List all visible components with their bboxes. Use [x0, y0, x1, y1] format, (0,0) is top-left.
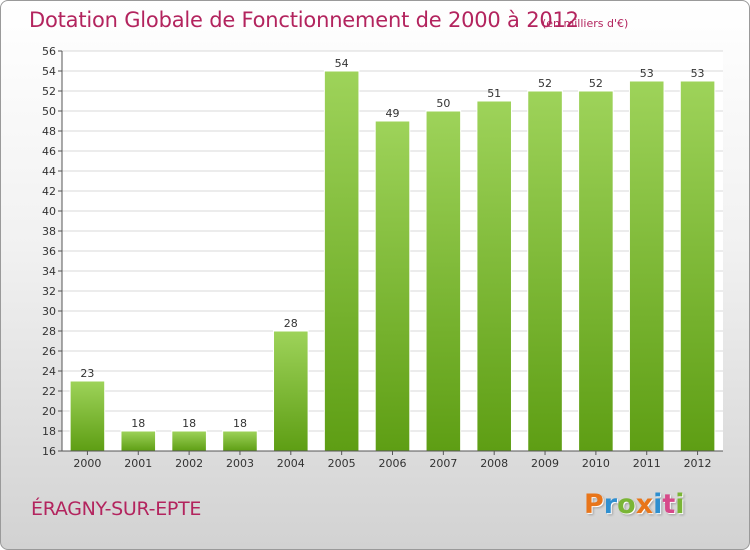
logo-letter: o	[617, 489, 636, 520]
bar-2011	[628, 80, 665, 452]
logo-letter: i	[675, 489, 685, 520]
x-tick-label: 2007	[429, 457, 457, 470]
value-label: 49	[386, 107, 400, 120]
bar-2012	[679, 80, 716, 452]
y-tick-label: 30	[42, 305, 56, 318]
value-label: 23	[80, 367, 94, 380]
bar-2002	[171, 430, 207, 452]
bar-2003	[222, 430, 258, 452]
bar-2000	[69, 380, 106, 452]
logo-letter: i	[653, 489, 663, 520]
y-tick-label: 54	[42, 65, 56, 78]
y-tick-label: 28	[42, 325, 56, 338]
logo-letter: r	[603, 489, 618, 520]
value-label: 18	[182, 417, 196, 430]
y-tick-label: 46	[42, 145, 56, 158]
y-tick-label: 56	[42, 45, 56, 58]
y-tick-label: 36	[42, 245, 56, 258]
bar-2001	[120, 430, 157, 452]
x-tick-label: 2005	[328, 457, 356, 470]
y-tick-label: 52	[42, 85, 56, 98]
y-tick-label: 20	[42, 405, 56, 418]
y-tick-label: 40	[42, 205, 56, 218]
x-tick-label: 2000	[73, 457, 101, 470]
chart-title: Dotation Globale de Fonctionnement de 20…	[29, 8, 579, 32]
chart-subtitle: (en milliers d'€)	[542, 17, 629, 30]
value-label: 18	[131, 417, 145, 430]
x-tick-label: 2010	[582, 457, 610, 470]
value-label: 18	[233, 417, 247, 430]
bar-2008	[476, 100, 512, 452]
y-tick-label: 50	[42, 105, 56, 118]
logo-letter: P	[584, 489, 604, 520]
bar-2007	[425, 110, 462, 452]
x-tick-label: 2011	[633, 457, 661, 470]
y-tick-label: 44	[42, 165, 56, 178]
bar-2006	[374, 120, 411, 452]
bar-2010	[578, 90, 614, 452]
y-tick-label: 32	[42, 285, 56, 298]
x-tick-label: 2009	[531, 457, 559, 470]
value-label: 54	[335, 57, 349, 70]
x-tick-label: 2003	[226, 457, 254, 470]
proxiti-logo: Proxiti	[584, 489, 685, 520]
logo-letter: x	[635, 489, 654, 520]
y-tick-label: 16	[42, 445, 56, 458]
value-label: 51	[487, 87, 501, 100]
x-tick-label: 2006	[379, 457, 407, 470]
bar-2004	[273, 330, 309, 452]
value-label: 28	[284, 317, 298, 330]
bar-2005	[323, 70, 360, 452]
bar-2009	[527, 90, 563, 452]
x-tick-label: 2012	[684, 457, 712, 470]
commune-name: ÉRAGNY-SUR-EPTE	[31, 498, 202, 520]
y-tick-label: 18	[42, 425, 56, 438]
value-label: 52	[589, 77, 603, 90]
value-label: 50	[436, 97, 450, 110]
y-tick-label: 22	[42, 385, 56, 398]
x-tick-label: 2004	[277, 457, 305, 470]
logo-letter: t	[662, 489, 676, 520]
y-tick-label: 24	[42, 365, 56, 378]
y-tick-label: 26	[42, 345, 56, 358]
x-tick-label: 2002	[175, 457, 203, 470]
x-tick-label: 2008	[480, 457, 508, 470]
value-label: 53	[691, 67, 705, 80]
value-label: 53	[640, 67, 654, 80]
y-tick-label: 34	[42, 265, 56, 278]
y-tick-label: 48	[42, 125, 56, 138]
value-label: 52	[538, 77, 552, 90]
x-tick-label: 2001	[124, 457, 152, 470]
y-tick-label: 42	[42, 185, 56, 198]
y-tick-label: 38	[42, 225, 56, 238]
